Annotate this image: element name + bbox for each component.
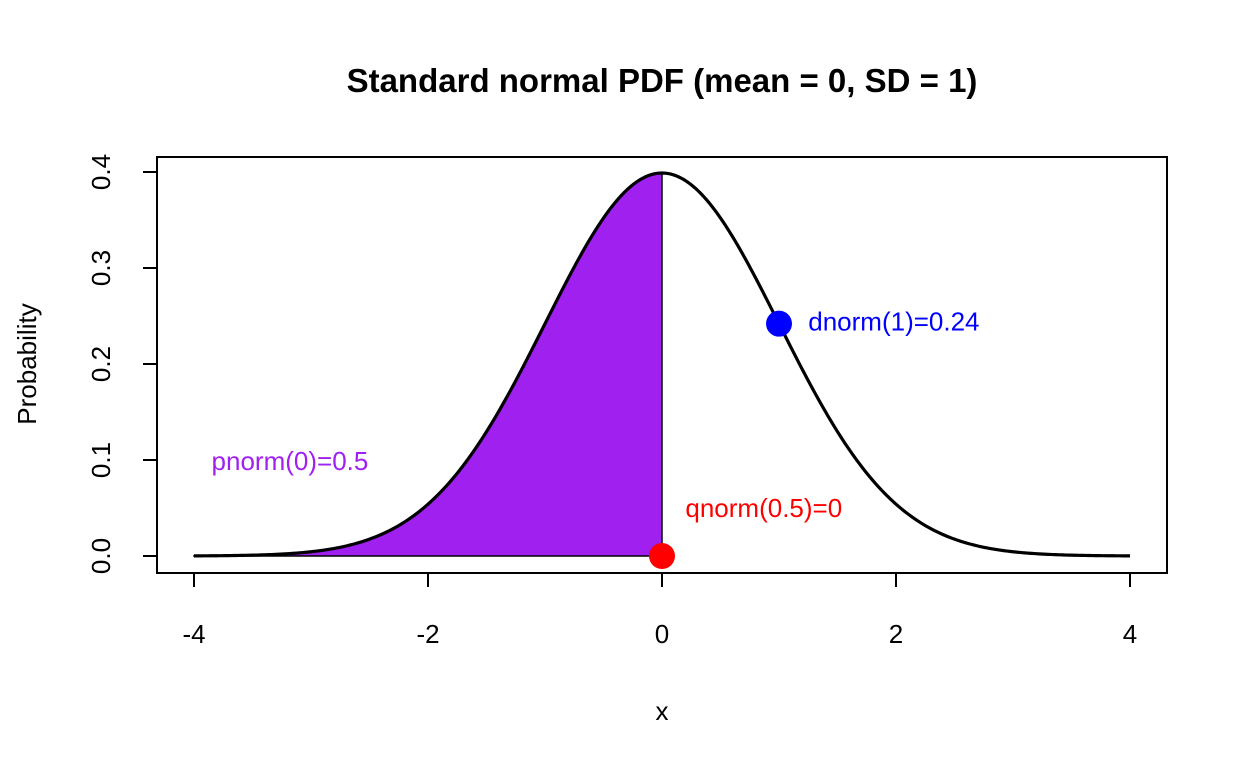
x-tick-label-2: 0 xyxy=(655,619,669,649)
x-axis: -4 -2 0 2 4 xyxy=(182,572,1137,649)
y-tick-label-4: 0.4 xyxy=(86,154,116,190)
annotation-1: dnorm(1)=0.24 xyxy=(808,307,979,337)
chart-title: Standard normal PDF (mean = 0, SD = 1) xyxy=(347,62,978,99)
x-tick-label-1: -2 xyxy=(416,619,439,649)
x-tick-label-4: 4 xyxy=(1123,619,1137,649)
x-tick-label-3: 2 xyxy=(889,619,903,649)
annotation-3: qnorm(0.5)=0 xyxy=(685,493,842,523)
annotation-2: pnorm(0)=0.5 xyxy=(212,446,369,476)
y-axis: 0.0 0.1 0.2 0.3 0.4 xyxy=(86,154,158,574)
y-tick-label-0: 0.0 xyxy=(86,538,116,574)
x-tick-label-0: -4 xyxy=(182,619,205,649)
point-2 xyxy=(649,543,675,569)
y-tick-label-1: 0.1 xyxy=(86,442,116,478)
plot-area: dnorm(1)=0.24 pnorm(0)=0.5 qnorm(0.5)=0 xyxy=(193,171,1131,569)
shaded-area-pnorm xyxy=(193,172,663,557)
y-axis-label: Probability xyxy=(12,303,42,424)
x-axis-label: x xyxy=(656,696,669,726)
density-curve xyxy=(193,171,1131,558)
point-1 xyxy=(766,310,792,337)
y-tick-label-2: 0.2 xyxy=(86,346,116,382)
y-tick-label-3: 0.3 xyxy=(86,250,116,286)
